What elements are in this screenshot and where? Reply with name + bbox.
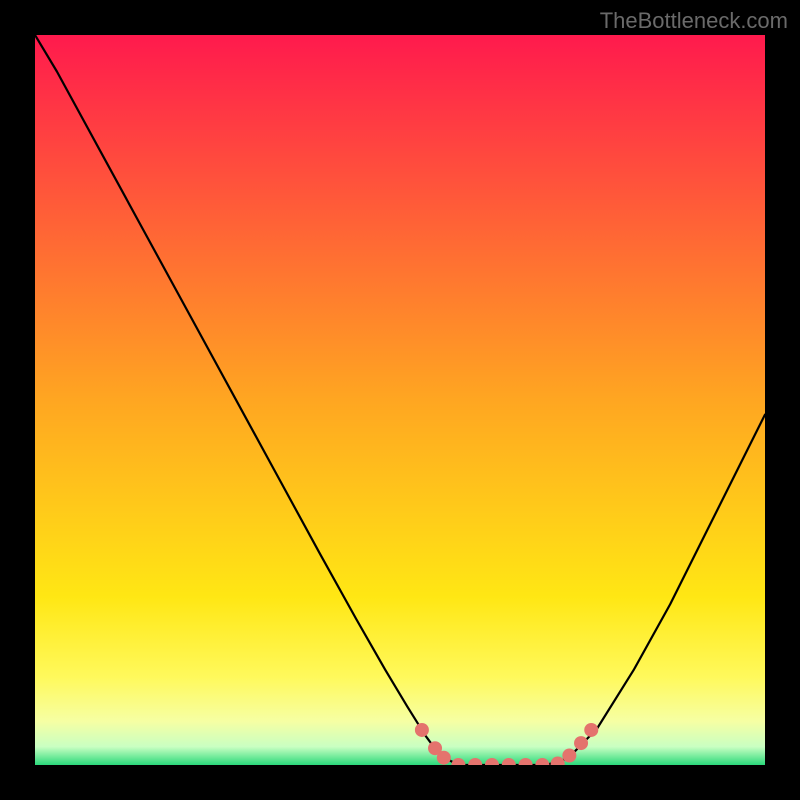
chart-svg [35,35,765,765]
chart-plot-area [35,35,765,765]
curve-marker [468,758,482,765]
curve-marker [551,757,565,765]
curve-marker [502,758,516,765]
curve-marker [451,758,465,765]
bottleneck-curve [35,35,765,765]
marker-group [415,723,598,765]
curve-marker [535,758,549,765]
curve-marker [485,758,499,765]
watermark-text: TheBottleneck.com [600,8,788,34]
curve-marker [415,723,429,737]
curve-marker [574,736,588,750]
curve-marker [437,751,451,765]
curve-marker [519,758,533,765]
curve-marker [562,749,576,763]
curve-marker [584,723,598,737]
